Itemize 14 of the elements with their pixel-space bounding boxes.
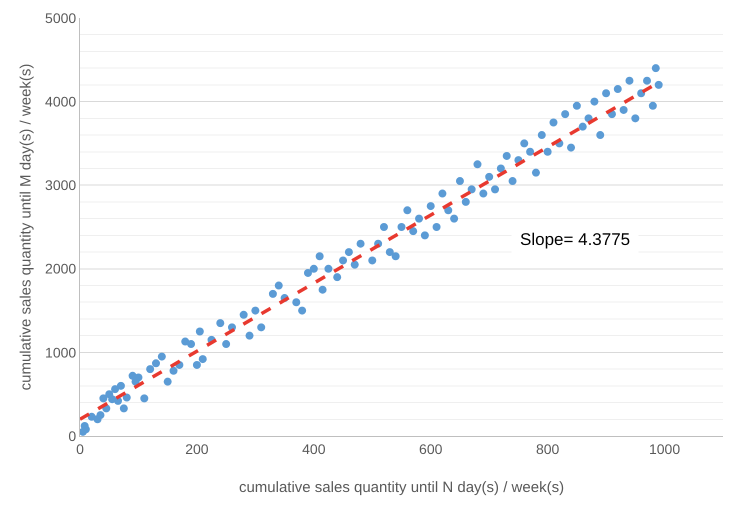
y-tick-label: 2000 — [45, 260, 76, 277]
y-tick-label: 1000 — [45, 344, 76, 360]
x-tick-label: 200 — [185, 440, 209, 457]
x-tick-label: 400 — [302, 440, 326, 457]
x-tick-label: 800 — [536, 440, 560, 457]
y-axis-title: cumulative sales quantity until M day(s) / week(s) — [17, 64, 34, 390]
y-tick-label: 5000 — [45, 10, 76, 26]
y-tick-label: 4000 — [45, 94, 76, 110]
y-tick-label: 0 — [68, 428, 76, 444]
x-tick-label: 1000 — [648, 440, 680, 457]
x-axis-title: cumulative sales quantity until N day(s) / week(s) — [238, 478, 564, 496]
y-tick-label: 3000 — [45, 177, 76, 194]
x-tick-label: 600 — [419, 440, 443, 457]
annotation: Slope= 4.3775 — [520, 230, 630, 249]
